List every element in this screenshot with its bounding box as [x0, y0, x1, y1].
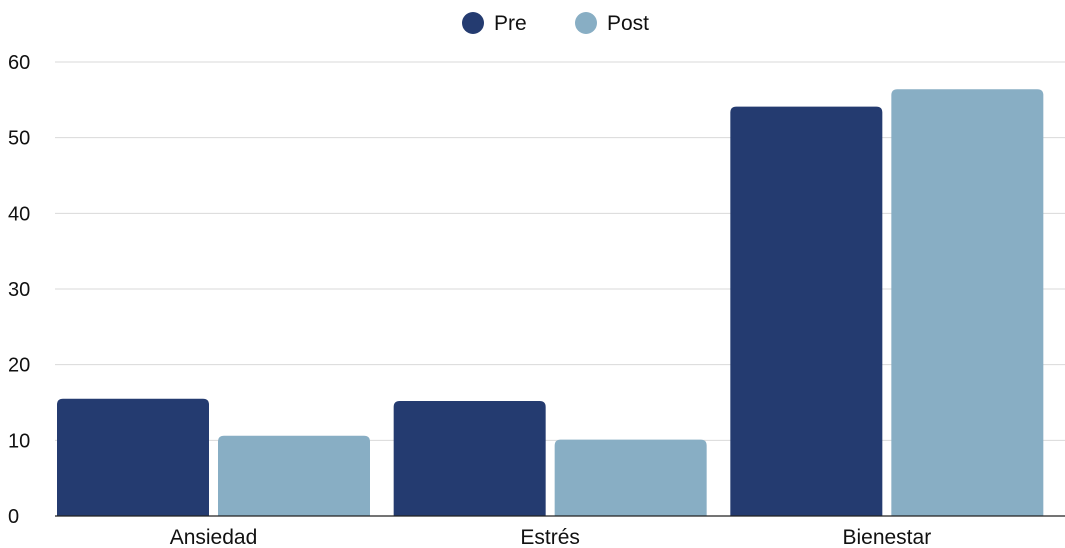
- legend-label: Pre: [494, 12, 527, 35]
- bar-post-0: [218, 435, 370, 516]
- legend-swatch: [575, 12, 597, 34]
- y-tick-label: 20: [8, 355, 30, 377]
- x-axis-category-labels: Ansiedad Estrés Bienestar: [170, 526, 931, 548]
- y-tick-label: 30: [8, 279, 30, 301]
- bar-pre-0: [57, 398, 209, 516]
- bar-post-1: [554, 439, 707, 516]
- y-tick-label: 50: [8, 128, 30, 150]
- y-tick-label: 0: [8, 506, 19, 528]
- legend-label: Post: [607, 12, 649, 35]
- bar-pre-1: [393, 400, 546, 516]
- legend-item-pre: Pre: [462, 12, 527, 35]
- x-category-label: Bienestar: [842, 526, 931, 548]
- x-category-label: Estrés: [520, 526, 580, 548]
- legend-item-post: Post: [575, 12, 649, 35]
- y-tick-label: 40: [8, 203, 30, 225]
- legend-swatch: [462, 12, 484, 34]
- y-axis-tick-labels: 0 10 20 30 40 50 60: [8, 52, 30, 528]
- y-tick-label: 10: [8, 430, 30, 452]
- bar-post-2: [891, 89, 1044, 517]
- legend: Pre Post: [462, 12, 649, 35]
- bar-pre-2: [730, 106, 883, 516]
- x-category-label: Ansiedad: [170, 526, 258, 548]
- bars: [57, 89, 1044, 517]
- y-tick-label: 60: [8, 52, 30, 74]
